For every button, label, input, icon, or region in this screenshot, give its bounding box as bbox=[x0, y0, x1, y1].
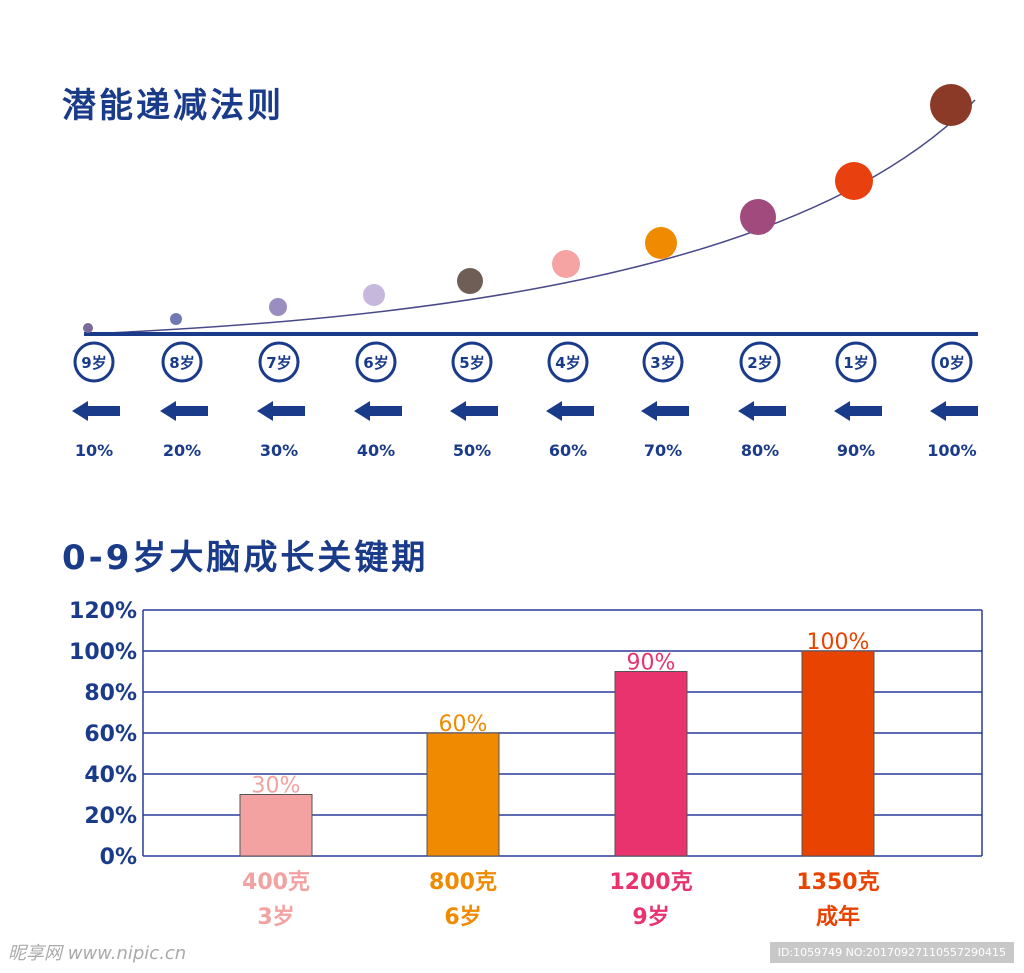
y-tick-label: 100% bbox=[69, 640, 137, 665]
percent-label: 50% bbox=[453, 441, 491, 460]
age-circle bbox=[161, 341, 203, 383]
arrow-left-icon bbox=[72, 401, 120, 421]
x-age-label: 9岁 bbox=[632, 904, 669, 930]
percent-label: 100% bbox=[927, 441, 976, 460]
y-tick-label: 20% bbox=[84, 804, 137, 829]
bar bbox=[801, 650, 875, 857]
age-circle bbox=[73, 341, 115, 383]
age-label: 4岁 bbox=[555, 354, 580, 372]
age-circle bbox=[642, 341, 684, 383]
x-age-label: 6岁 bbox=[444, 904, 481, 930]
potential-dot bbox=[835, 162, 873, 200]
percent-label: 80% bbox=[741, 441, 779, 460]
age-circle bbox=[835, 341, 877, 383]
x-weight-label: 800克 bbox=[429, 869, 497, 895]
potential-dot bbox=[457, 268, 483, 294]
age-label: 8岁 bbox=[169, 354, 194, 372]
bar bbox=[239, 794, 313, 857]
age-circle bbox=[451, 341, 493, 383]
age-circle bbox=[931, 341, 973, 383]
age-label: 5岁 bbox=[459, 354, 484, 372]
y-tick-label: 120% bbox=[69, 599, 137, 624]
percent-label: 40% bbox=[357, 441, 395, 460]
percent-label: 90% bbox=[837, 441, 875, 460]
age-label: 2岁 bbox=[747, 354, 772, 372]
arrow-left-icon bbox=[160, 401, 208, 421]
percent-label: 10% bbox=[75, 441, 113, 460]
y-tick-label: 0% bbox=[100, 845, 137, 870]
age-label: 3岁 bbox=[650, 354, 675, 372]
y-tick-label: 60% bbox=[84, 722, 137, 747]
y-tick-label: 80% bbox=[84, 681, 137, 706]
arrow-left-icon bbox=[738, 401, 786, 421]
age-label: 9岁 bbox=[81, 354, 106, 372]
x-weight-label: 1350克 bbox=[796, 869, 879, 895]
x-weight-label: 1200克 bbox=[609, 869, 692, 895]
title-potential-law: 潜能递减法则 bbox=[62, 86, 284, 126]
x-weight-label: 400克 bbox=[242, 869, 310, 895]
percent-label: 20% bbox=[163, 441, 201, 460]
data-label: 60% bbox=[439, 712, 488, 737]
age-circle bbox=[547, 341, 589, 383]
potential-dot bbox=[930, 84, 972, 126]
arrow-left-icon bbox=[834, 401, 882, 421]
watermark-left: 昵享网 www.nipic.cn bbox=[8, 943, 187, 964]
percent-label: 60% bbox=[549, 441, 587, 460]
age-label: 7岁 bbox=[266, 354, 291, 372]
potential-dot bbox=[170, 313, 182, 325]
x-age-label: 3岁 bbox=[257, 904, 294, 930]
age-label: 6岁 bbox=[363, 354, 388, 372]
potential-dot bbox=[740, 199, 776, 235]
percent-label: 30% bbox=[260, 441, 298, 460]
potential-dot bbox=[552, 250, 580, 278]
arrow-left-icon bbox=[641, 401, 689, 421]
x-age-label: 成年 bbox=[816, 904, 860, 930]
potential-dot bbox=[269, 298, 287, 316]
growth-curve bbox=[85, 99, 976, 335]
percent-label: 70% bbox=[644, 441, 682, 460]
arrow-left-icon bbox=[354, 401, 402, 421]
data-label: 100% bbox=[807, 630, 870, 655]
age-label: 1岁 bbox=[843, 354, 868, 372]
potential-dot bbox=[645, 227, 677, 259]
age-circle bbox=[258, 341, 300, 383]
potential-dot bbox=[363, 284, 385, 306]
age-circle bbox=[739, 341, 781, 383]
title-brain-growth: 0-9岁大脑成长关键期 bbox=[62, 538, 429, 578]
arrow-left-icon bbox=[546, 401, 594, 421]
potential-diagram: 9岁 10% 8岁 20% 7岁 30% 6岁 40% 5岁 50% 4岁 60% 3岁 70% 2岁 80%… bbox=[72, 84, 978, 460]
age-circle bbox=[355, 341, 397, 383]
y-tick-label: 40% bbox=[84, 763, 137, 788]
data-label: 90% bbox=[627, 651, 676, 676]
bar bbox=[426, 732, 500, 857]
potential-dot bbox=[83, 323, 93, 333]
data-label: 30% bbox=[252, 774, 301, 799]
watermark-right: ID:1059749 NO:20170927110557290415 bbox=[769, 942, 1014, 963]
age-label: 0岁 bbox=[939, 354, 964, 372]
arrow-left-icon bbox=[930, 401, 978, 421]
bar bbox=[614, 671, 688, 857]
arrow-left-icon bbox=[257, 401, 305, 421]
arrow-left-icon bbox=[450, 401, 498, 421]
